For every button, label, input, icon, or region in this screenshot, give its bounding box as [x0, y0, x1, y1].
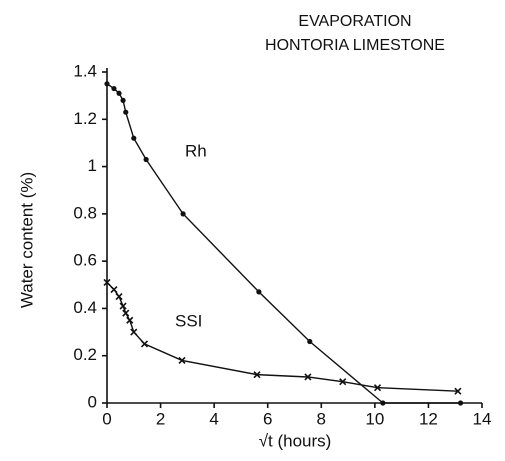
- point: [307, 338, 313, 345]
- point: [380, 400, 386, 406]
- chart-title: EVAPORATION: [298, 13, 411, 30]
- point: [143, 156, 149, 163]
- point: [253, 371, 261, 379]
- y-tick-label: 0: [88, 392, 97, 411]
- x-tick-label: 2: [156, 409, 165, 428]
- y-tick-label: 1: [88, 156, 97, 175]
- point: [131, 135, 137, 141]
- chart-subtitle: HONTORIA LIMESTONE: [265, 37, 445, 54]
- series-line: [106, 281, 458, 392]
- point: [454, 387, 462, 395]
- x-tick-label: 0: [102, 409, 111, 428]
- y-axis-label: Water content (%): [17, 172, 36, 308]
- x-tick-label: 4: [209, 409, 218, 428]
- y-tick-label: 0.2: [73, 345, 97, 364]
- point: [180, 211, 186, 217]
- x-tick-label: 12: [419, 409, 438, 428]
- point: [115, 293, 123, 301]
- point: [110, 285, 118, 294]
- point: [373, 384, 382, 392]
- point: [457, 400, 464, 406]
- point: [126, 316, 134, 324]
- point: [104, 81, 110, 87]
- x-tick-label: 8: [317, 409, 326, 428]
- point: [116, 90, 122, 96]
- x-tick-label: 14: [473, 409, 492, 428]
- point: [178, 356, 186, 365]
- x-axis-label: √t (hours): [259, 431, 332, 450]
- x-tick-label: 10: [365, 409, 384, 428]
- point: [111, 85, 117, 92]
- point: [304, 373, 312, 381]
- point: [140, 340, 149, 348]
- point: [119, 302, 127, 310]
- point: [130, 328, 138, 336]
- series-line: [106, 83, 461, 404]
- y-tick-label: 1.4: [73, 61, 97, 80]
- point: [256, 289, 262, 295]
- series-label: SSI: [175, 311, 202, 330]
- y-tick-label: 0.6: [73, 251, 97, 270]
- series-label: Rh: [185, 141, 207, 160]
- point: [339, 378, 347, 386]
- y-tick-label: 0.4: [73, 298, 97, 317]
- y-tick-label: 1.2: [73, 109, 97, 128]
- point: [103, 278, 111, 286]
- point: [123, 109, 129, 115]
- y-tick-label: 0.8: [73, 203, 97, 222]
- point: [120, 97, 126, 103]
- x-tick-label: 6: [263, 409, 272, 428]
- point: [122, 309, 130, 317]
